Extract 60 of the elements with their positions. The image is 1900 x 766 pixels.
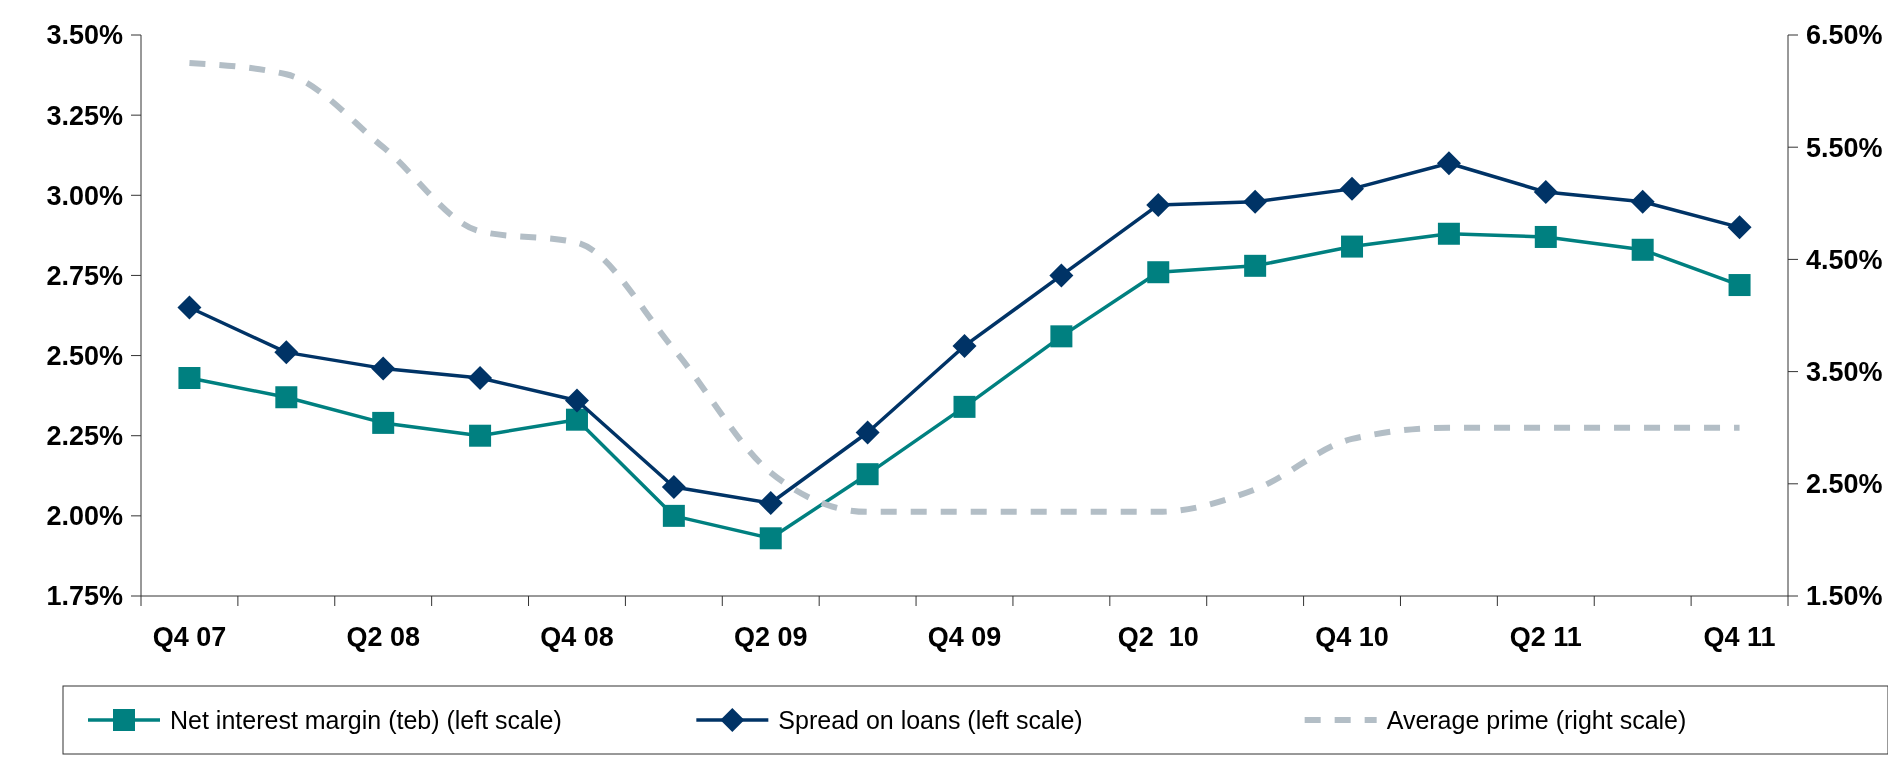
point (1243, 189, 1268, 214)
y2-tick-label: 6.50% (1806, 20, 1883, 51)
point (468, 366, 493, 391)
point (1340, 176, 1365, 201)
point (758, 491, 783, 516)
point (274, 340, 299, 365)
point (662, 504, 685, 527)
point (275, 386, 298, 409)
point (1631, 238, 1654, 261)
x-tick-label: Q4 09 (927, 622, 1002, 652)
point (565, 408, 588, 431)
point (1147, 261, 1170, 284)
point (1049, 263, 1074, 288)
y2-tick-label: 2.50% (1806, 469, 1883, 500)
point (952, 333, 977, 358)
y-tick-label: 3.50% (46, 20, 123, 51)
point (953, 395, 976, 418)
point (759, 527, 782, 550)
legend-label: Spread on loans (left scale) (778, 705, 1083, 734)
y2-tick-label: 1.50% (1806, 581, 1883, 612)
y-tick-label: 1.75% (46, 581, 123, 612)
point (371, 356, 396, 381)
x-tick-label: Q2 09 (733, 622, 808, 652)
point (1341, 235, 1364, 258)
legend-label: Average prime (right scale) (1386, 705, 1687, 734)
x-tick-label: Q2 10 (1117, 622, 1199, 652)
point (469, 424, 492, 447)
y-tick-label: 3.25% (46, 100, 123, 131)
point (177, 295, 202, 320)
x-tick-label: Q4 07 (152, 622, 227, 652)
point (1728, 274, 1751, 297)
x-tick-label: Q4 08 (540, 622, 614, 652)
x-tick-label: Q2 08 (346, 622, 420, 652)
point (661, 475, 686, 500)
x-tick-label: Q2 11 (1509, 622, 1582, 652)
point (1437, 222, 1460, 245)
point (1727, 215, 1752, 240)
point (856, 463, 879, 486)
point (372, 411, 395, 434)
y-tick-label: 2.50% (46, 341, 123, 372)
point (1436, 151, 1461, 176)
y-tick-label: 2.00% (46, 501, 123, 532)
point (1146, 192, 1171, 217)
point (564, 388, 589, 413)
point (1244, 254, 1267, 277)
y-tick-label: 3.00% (46, 180, 123, 211)
y-tick-label: 2.25% (46, 421, 123, 452)
y2-tick-label: 4.50% (1806, 244, 1883, 275)
x-tick-label: Q4 10 (1315, 622, 1389, 652)
point (1630, 189, 1655, 214)
point (855, 420, 880, 445)
y2-tick-label: 5.50% (1806, 132, 1883, 163)
y-tick-label: 2.75% (46, 260, 123, 291)
legend-label: Net interest margin (teb) (left scale) (170, 705, 562, 734)
point (1533, 180, 1558, 205)
point (1050, 325, 1073, 348)
point (178, 367, 201, 390)
point (1534, 225, 1557, 248)
x-tick-label: Q4 11 (1703, 622, 1776, 652)
y2-tick-label: 3.50% (1806, 357, 1883, 388)
